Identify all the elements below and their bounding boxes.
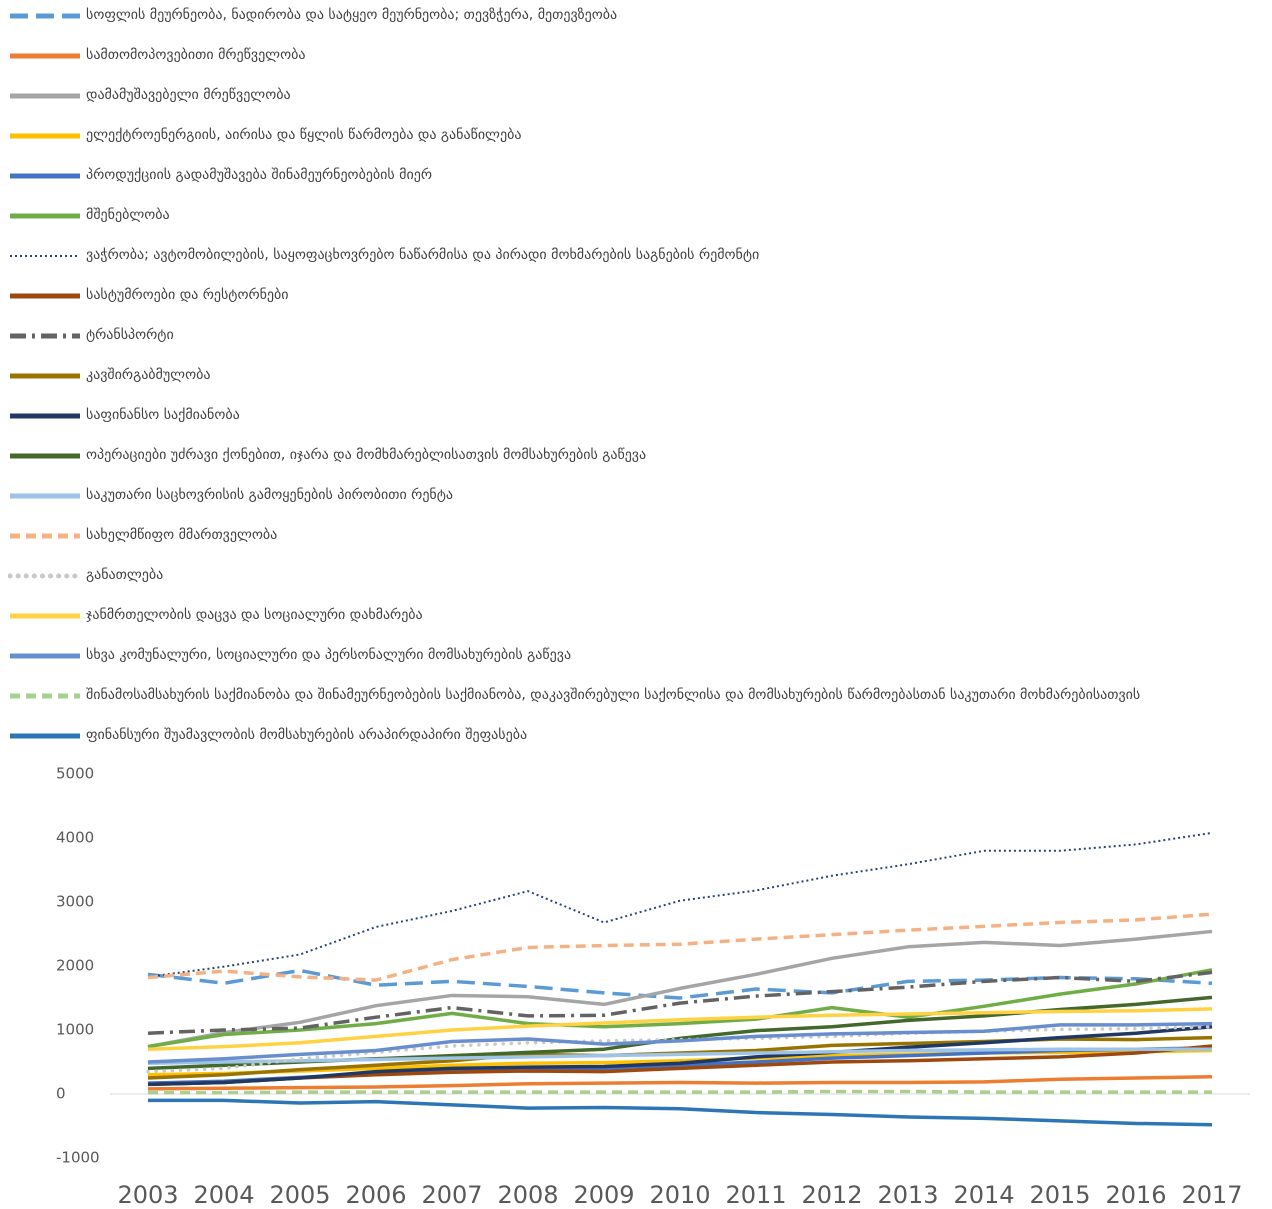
legend-item: ტრანსპორტი — [8, 326, 1272, 346]
legend-swatch — [10, 293, 80, 299]
x-tick-label: 2011 — [725, 1181, 786, 1209]
x-tick-label: 2012 — [801, 1181, 862, 1209]
x-tick-label: 2005 — [269, 1181, 330, 1209]
legend-swatch — [10, 13, 80, 19]
legend-label: ვაჭრობა; ავტომობილების, საყოფაცხოვრებო ნ… — [86, 247, 760, 263]
legend-swatch — [10, 93, 80, 99]
series-line — [148, 1098, 1213, 1127]
series-line — [147, 1007, 1213, 1051]
y-tick-label: 5000 — [56, 765, 94, 783]
legend-label: სხვა კომუნალური, სოციალური და პერსონალურ… — [86, 647, 572, 663]
legend-swatch — [10, 453, 80, 459]
legend-swatch — [10, 255, 80, 257]
legend-label: მშენებლობა — [86, 207, 170, 223]
series-line — [147, 968, 1213, 1049]
series-line — [147, 970, 1213, 1035]
legend-label: დამამუშავებელი მრეწველობა — [86, 87, 291, 103]
legend-item: სასტუმროები და რესტორნები — [8, 286, 1272, 306]
x-tick-label: 2004 — [193, 1181, 254, 1209]
legend-label: სამთომოპოვებითი მრეწველობა — [86, 47, 306, 63]
legend-item: კავშირგაბმულობა — [8, 366, 1272, 386]
legend-label: სოფლის მეურნეობა, ნადირობა და სატყეო მეუ… — [86, 7, 618, 23]
legend-swatch — [10, 173, 80, 179]
legend-item: განათლება — [8, 566, 1272, 586]
legend-item: სახელმწიფო მმართველობა — [8, 526, 1272, 546]
legend-label: განათლება — [86, 567, 164, 583]
x-tick-label: 2008 — [497, 1181, 558, 1209]
legend-item: მშენებლობა — [8, 206, 1272, 226]
legend-swatch — [10, 373, 80, 379]
legend-swatch — [10, 733, 80, 739]
legend-swatch — [10, 613, 80, 619]
legend-label: ფინანსური შუამავლობის მომსახურების არაპი… — [86, 727, 528, 743]
legend-item: დამამუშავებელი მრეწველობა — [8, 86, 1272, 106]
series-line — [147, 929, 1213, 1049]
legend-label: სახელმწიფო მმართველობა — [86, 527, 278, 543]
legend-item: ჯანმრთელობის დაცვა და სოციალური დახმარებ… — [8, 606, 1272, 626]
x-tick-label: 2003 — [117, 1181, 178, 1209]
x-tick-label: 2013 — [877, 1181, 938, 1209]
legend-label: საფინანსო საქმიანობა — [86, 407, 240, 423]
legend-item: შინამოსამსახურის საქმიანობა და შინამეურნ… — [8, 686, 1272, 706]
legend-swatch — [10, 413, 80, 419]
x-tick-label: 2007 — [421, 1181, 482, 1209]
legend-label: ჯანმრთელობის დაცვა და სოციალური დახმარებ… — [86, 607, 423, 623]
legend-swatch — [10, 533, 80, 539]
legend-label: შინამოსამსახურის საქმიანობა და შინამეურნ… — [86, 687, 1141, 703]
y-tick-label: 0 — [56, 1085, 66, 1103]
legend-item: ელექტროენერგიის, აირისა და წყლის წარმოებ… — [8, 126, 1272, 146]
legend-item: სოფლის მეურნეობა, ნადირობა და სატყეო მეუ… — [8, 6, 1272, 26]
x-tick-label: 2015 — [1029, 1181, 1090, 1209]
x-tick-label: 2010 — [649, 1181, 710, 1209]
y-tick-label: 2000 — [56, 957, 94, 975]
series-line — [147, 1047, 1212, 1066]
legend-item: ვაჭრობა; ავტომობილების, საყოფაცხოვრებო ნ… — [8, 246, 1272, 266]
legend-item: სამთომოპოვებითი მრეწველობა — [8, 46, 1272, 66]
legend-swatch — [10, 493, 80, 499]
y-tick-label: 3000 — [56, 893, 94, 911]
x-tick-label: 2017 — [1181, 1181, 1242, 1209]
legend-label: სასტუმროები და რესტორნები — [86, 287, 289, 303]
legend-swatch — [10, 653, 80, 659]
legend-swatch — [8, 573, 82, 579]
legend-swatch — [10, 333, 80, 339]
legend-item: ოპერაციები უძრავი ქონებით, იჯარა და მომხ… — [8, 446, 1272, 466]
series-line — [148, 1089, 1212, 1095]
legend-label: ტრანსპორტი — [86, 327, 174, 343]
legend-swatch — [10, 213, 80, 219]
legend-label: კავშირგაბმულობა — [86, 367, 211, 383]
y-tick-label: 4000 — [56, 829, 94, 847]
x-tick-label: 2009 — [573, 1181, 634, 1209]
legend-item: საფინანსო საქმიანობა — [8, 406, 1272, 426]
legend-swatch — [10, 133, 80, 139]
legend-item: პროდუქციის გადამუშავება შინამეურნეობების… — [8, 166, 1272, 186]
legend-swatch — [10, 693, 80, 699]
x-tick-label: 2016 — [1105, 1181, 1166, 1209]
series-line — [147, 1074, 1213, 1091]
legend-label: საკუთარი საცხოვრისის გამოყენების პირობით… — [86, 487, 454, 503]
x-tick-label: 2006 — [345, 1181, 406, 1209]
legend-label: პროდუქციის გადამუშავება შინამეურნეობების… — [86, 167, 432, 183]
y-tick-label: 1000 — [56, 1021, 94, 1039]
series-line — [147, 831, 1213, 978]
series-line — [147, 1025, 1213, 1087]
series-line — [147, 912, 1213, 982]
series-line — [147, 1021, 1213, 1064]
legend-item: საკუთარი საცხოვრისის გამოყენების პირობით… — [8, 486, 1272, 506]
x-tick-label: 2014 — [953, 1181, 1014, 1209]
legend-label: ელექტროენერგიის, აირისა და წყლის წარმოებ… — [86, 127, 522, 143]
legend-label: ოპერაციები უძრავი ქონებით, იჯარა და მომხ… — [86, 447, 647, 463]
y-tick-label: -1000 — [56, 1149, 100, 1167]
legend-swatch — [10, 53, 80, 59]
legend: სოფლის მეურნეობა, ნადირობა და სატყეო მეუ… — [8, 6, 1272, 746]
legend-item: ფინანსური შუამავლობის მომსახურების არაპი… — [8, 726, 1272, 746]
legend-item: სხვა კომუნალური, სოციალური და პერსონალურ… — [8, 646, 1272, 666]
